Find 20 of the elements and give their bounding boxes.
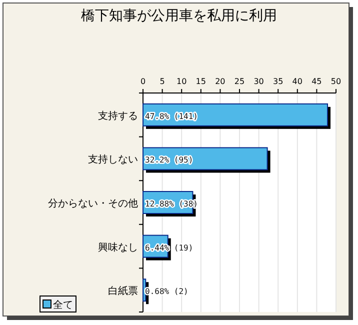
x-tick-label: 25	[234, 77, 245, 86]
y-tick-label: 支持する	[98, 110, 138, 122]
chart-title: 橋下知事が公用車を私用に利用	[81, 8, 277, 24]
x-tick-label: 50	[330, 77, 342, 86]
x-tick-label: 10	[176, 77, 187, 86]
x-tick-label: 30	[254, 77, 264, 86]
data-label: 32.2% (95)	[145, 156, 194, 165]
y-tick-label: 分からない・その他	[48, 198, 138, 210]
legend-label: 全て	[53, 299, 73, 311]
x-tick-label: 20	[215, 77, 226, 86]
y-tick-label: 支持しない	[88, 154, 138, 166]
x-tick-label: 15	[196, 77, 206, 86]
y-tick-label: 興味なし	[98, 241, 138, 254]
x-tick-label: 40	[292, 77, 302, 86]
x-tick-label: 35	[273, 77, 284, 86]
data-label: 47.8% (141)	[145, 112, 198, 121]
x-tick-label: 5	[160, 77, 165, 86]
y-tick-label: 白紙票	[108, 285, 138, 298]
x-tick-label: 0	[140, 77, 146, 86]
x-tick-label: 45	[312, 77, 322, 86]
